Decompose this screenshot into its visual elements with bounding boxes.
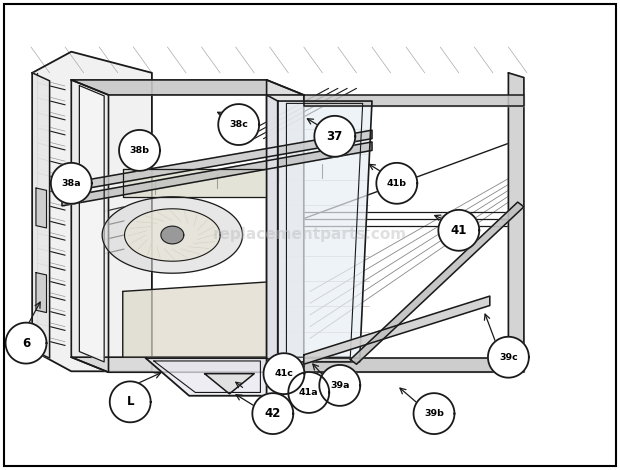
Polygon shape <box>205 374 254 394</box>
Text: L: L <box>126 395 134 408</box>
Polygon shape <box>62 130 372 193</box>
Text: 41b: 41b <box>387 179 407 188</box>
Polygon shape <box>123 169 267 197</box>
Polygon shape <box>508 73 524 362</box>
Text: 41c: 41c <box>275 369 293 378</box>
Polygon shape <box>51 163 92 204</box>
Polygon shape <box>414 393 454 434</box>
Polygon shape <box>304 358 524 372</box>
Polygon shape <box>488 337 529 378</box>
Polygon shape <box>119 130 160 171</box>
Text: 38a: 38a <box>61 179 81 188</box>
Text: 39b: 39b <box>424 409 444 418</box>
Text: 6: 6 <box>22 337 30 350</box>
Polygon shape <box>71 357 304 372</box>
Polygon shape <box>32 73 50 358</box>
Polygon shape <box>376 163 417 204</box>
Text: 38c: 38c <box>229 120 248 129</box>
Polygon shape <box>36 188 46 228</box>
Polygon shape <box>146 358 267 396</box>
Polygon shape <box>161 226 184 244</box>
Polygon shape <box>314 116 355 157</box>
Polygon shape <box>6 322 46 364</box>
Polygon shape <box>438 210 479 251</box>
Polygon shape <box>71 80 304 95</box>
Polygon shape <box>123 282 267 357</box>
Polygon shape <box>264 353 304 394</box>
Polygon shape <box>32 52 152 371</box>
Text: replacementparts.com: replacementparts.com <box>213 227 407 243</box>
Text: 42: 42 <box>265 407 281 420</box>
Text: 41: 41 <box>451 224 467 237</box>
Polygon shape <box>110 381 151 423</box>
Polygon shape <box>267 95 278 364</box>
Polygon shape <box>71 80 108 372</box>
Polygon shape <box>304 95 524 106</box>
Text: 41a: 41a <box>299 388 319 397</box>
Polygon shape <box>36 273 46 313</box>
Text: 38b: 38b <box>130 146 149 155</box>
Polygon shape <box>252 393 293 434</box>
Polygon shape <box>288 372 329 413</box>
Polygon shape <box>304 296 490 364</box>
Polygon shape <box>79 86 104 362</box>
Polygon shape <box>62 142 372 206</box>
Polygon shape <box>278 101 372 362</box>
Text: 39c: 39c <box>499 352 518 362</box>
Polygon shape <box>350 202 524 364</box>
Polygon shape <box>218 104 259 145</box>
Polygon shape <box>102 197 242 273</box>
Polygon shape <box>125 209 220 261</box>
Polygon shape <box>267 80 304 372</box>
Text: 37: 37 <box>327 130 343 143</box>
Text: 39a: 39a <box>330 381 350 390</box>
Polygon shape <box>319 365 360 406</box>
